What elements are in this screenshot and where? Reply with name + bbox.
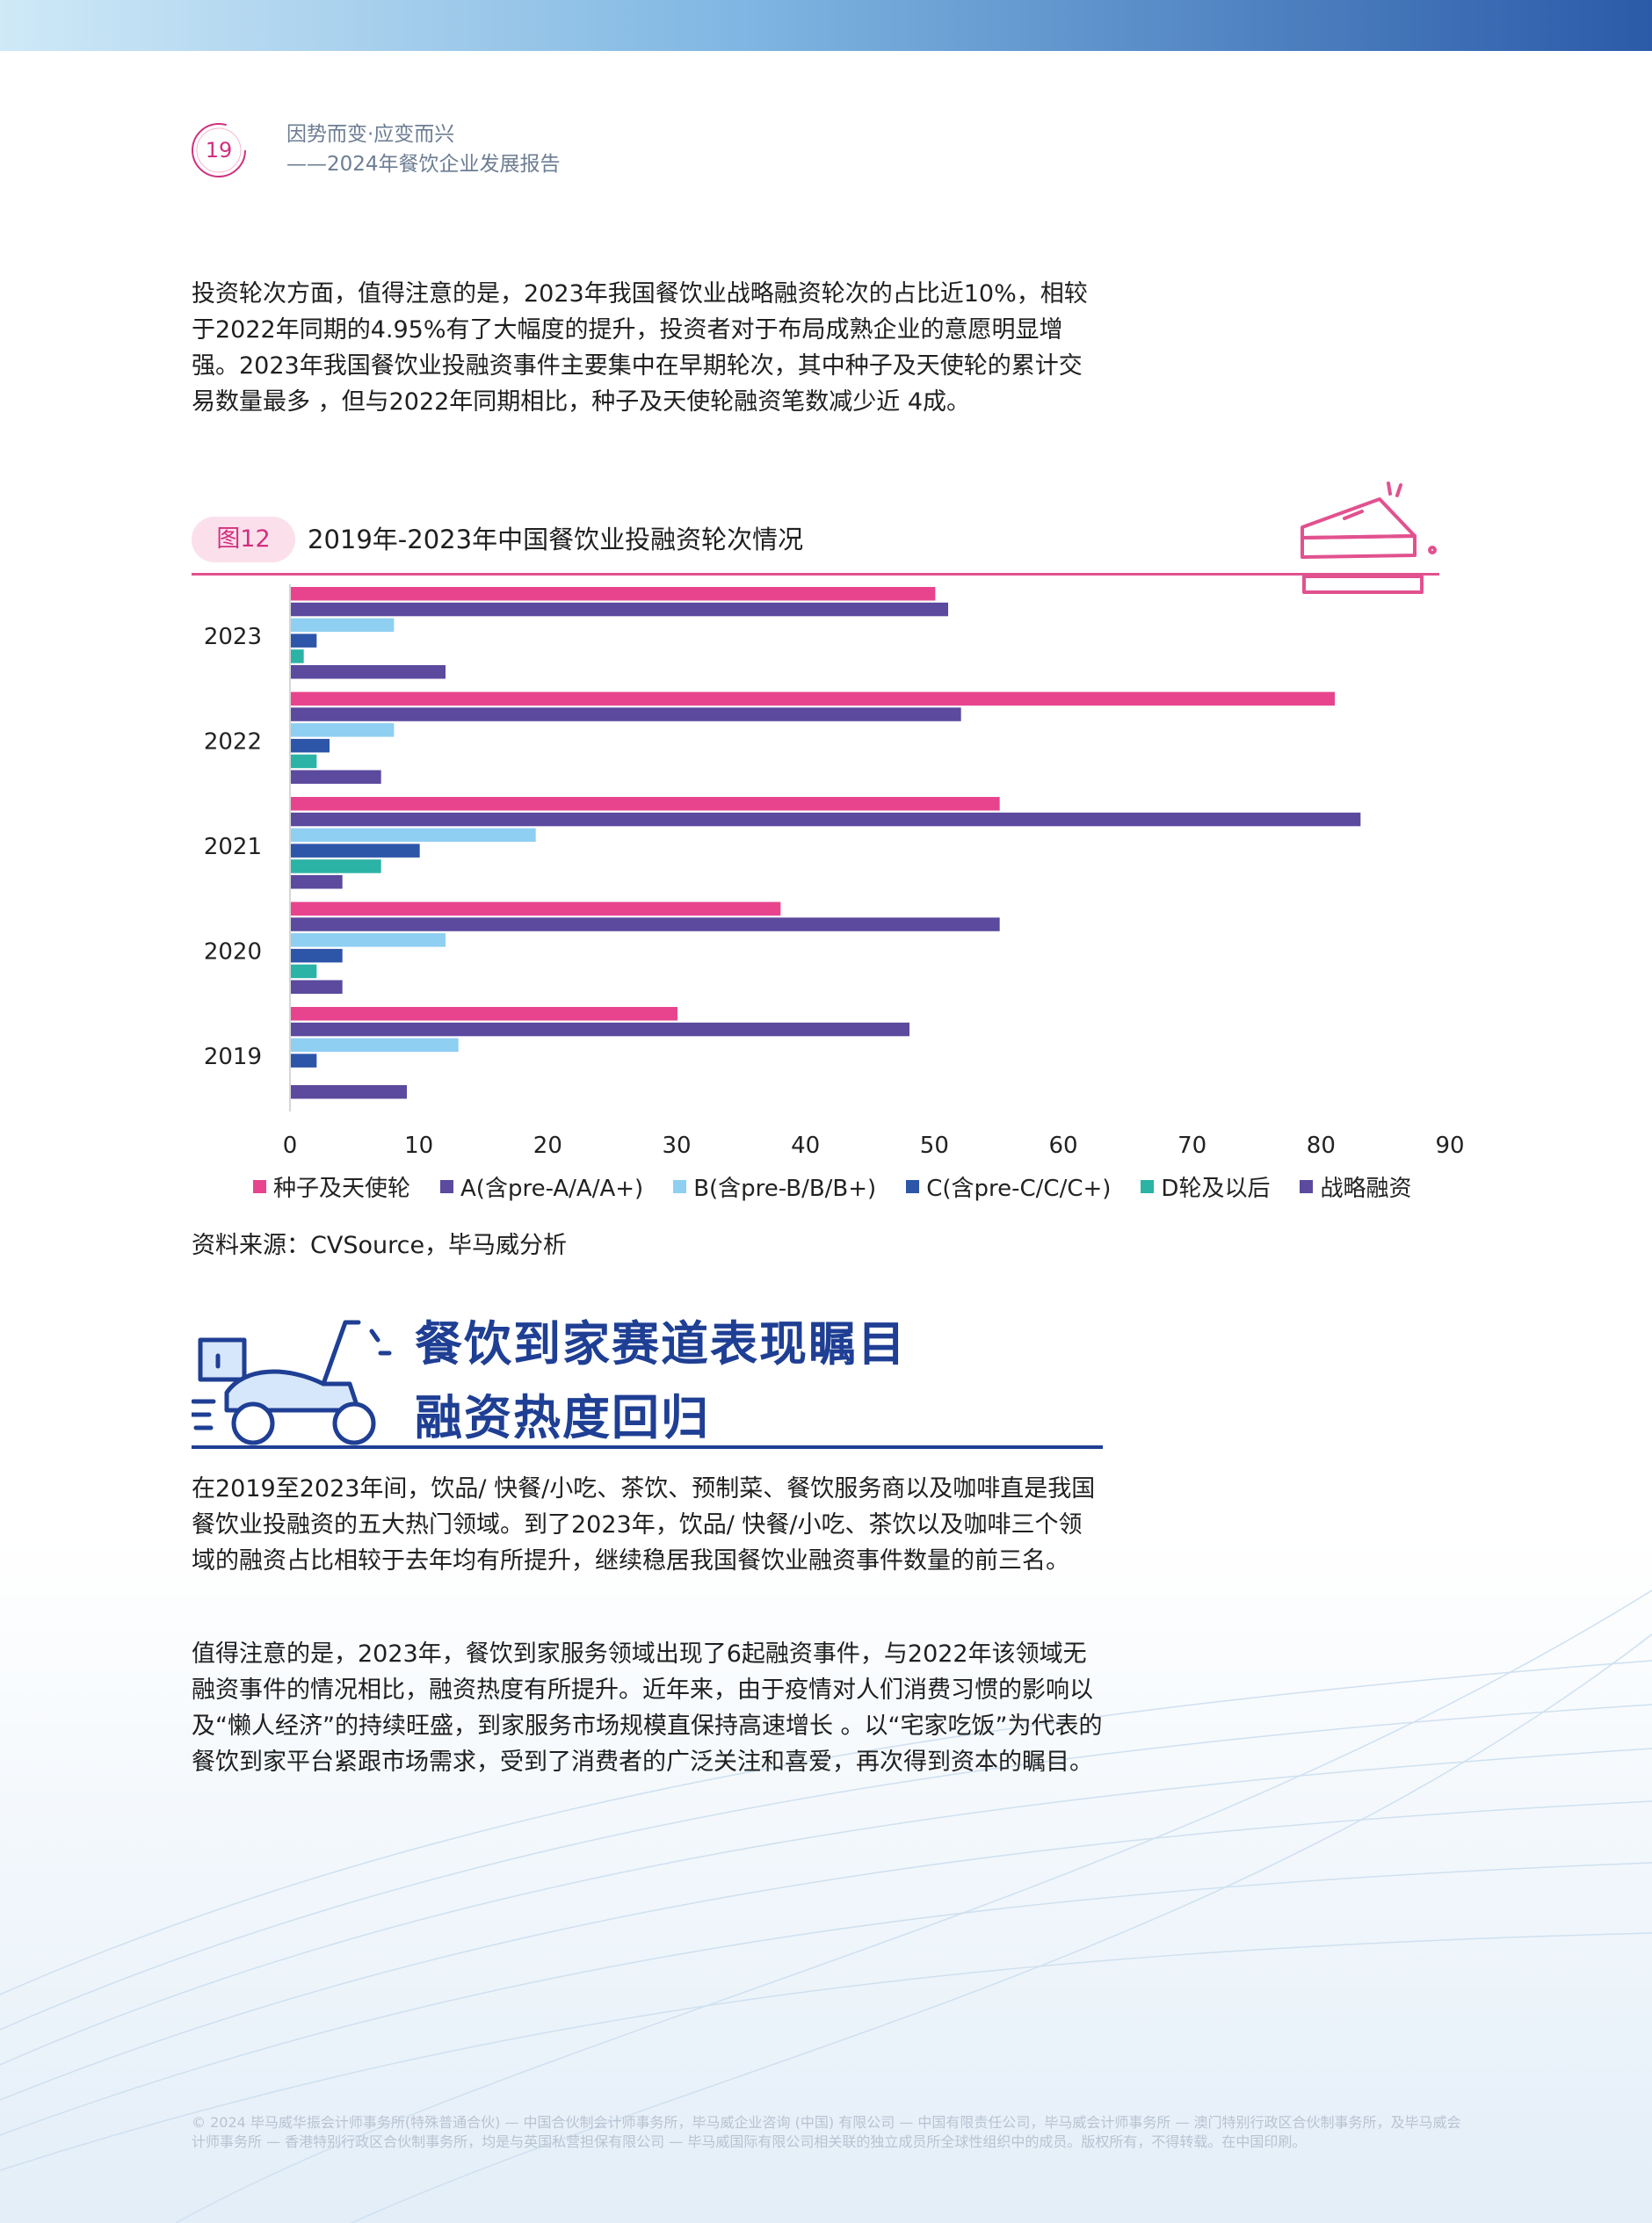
y-tick-label: 2023 [204,624,262,650]
background-wave-decoration [0,1538,1652,2223]
legend-item: A(含pre-A/A/A+) [440,1169,643,1204]
header-subtitle: ——2024年餐饮企业发展报告 [286,153,561,176]
bar [291,1022,909,1037]
chart-legend: 种子及天使轮 A(含pre-A/A/A+) B(含pre-B/B/B+) C(含pre… [253,1169,1411,1204]
legend-swatch [440,1179,454,1193]
legend-swatch [673,1179,687,1193]
bar [291,1038,459,1053]
x-tick-label: 30 [662,1133,691,1159]
bar [291,634,317,648]
legend-item: D轮及以后 [1141,1169,1270,1204]
legend-label: C(含pre-C/C/C+) [926,1175,1112,1202]
bar [291,587,936,601]
legend-swatch [1300,1179,1314,1193]
x-tick-label: 70 [1177,1133,1206,1159]
section-heading-rule [192,1445,1103,1449]
section-paragraph-1: 在2019至2023年间，饮品/ 快餐/小吃、茶饮、预制菜、餐饮服务商以及咖啡直… [192,1475,1096,1575]
x-tick-label: 60 [1048,1133,1077,1159]
y-tick-label: 2021 [204,834,262,860]
legend-label: A(含pre-A/A/A+) [460,1175,644,1202]
bar [291,797,1000,811]
copyright-footer: © 2024 毕马威华振会计师事务所(特殊普通合伙) — 中国合伙制会计师事务所… [192,2114,1461,2150]
section-heading-line1: 餐饮到家赛道表现瞩目 [415,1316,907,1372]
legend-item: 战略融资 [1300,1169,1411,1204]
bar [291,964,317,979]
x-tick-label: 80 [1307,1133,1336,1159]
section-paragraph-2: 值得注意的是，2023年，餐饮到家服务领域出现了6起融资事件，与2022年该领域… [192,1640,1103,1776]
legend-label: D轮及以后 [1161,1175,1271,1202]
legend-label: 战略融资 [1320,1175,1412,1202]
page-number: 19 [205,138,233,163]
bar [291,618,395,633]
x-tick-label: 90 [1435,1133,1464,1159]
legend-item: C(含pre-C/C/C+) [906,1169,1111,1204]
funding-rounds-bar-chart: 2023 2022 2021 2020 2019 0 10 20 30 40 50 60 70 80 90 [204,584,1465,1159]
legend-label: 种子及天使轮 [273,1175,411,1202]
bar [291,980,343,994]
cake-slice-icon [1301,482,1437,594]
bar [291,1085,407,1099]
y-tick-label: 2020 [204,939,262,966]
y-tick-label: 2022 [204,729,262,756]
header-title: 因势而变·应变而兴 [286,123,455,146]
page-number-badge: 19 [188,119,250,181]
bar [291,812,1361,827]
legend-label: B(含pre-B/B/B+) [693,1175,877,1202]
legend-item: B(含pre-B/B/B+) [673,1169,876,1204]
bar [291,1054,317,1068]
running-header: 因势而变·应变而兴 ——2024年餐饮企业发展报告 [286,119,561,179]
x-tick-label: 40 [791,1133,820,1159]
figure-title: 2019年-2023年中国餐饮业投融资轮次情况 [308,525,804,554]
bar [291,1007,677,1021]
bar [291,902,781,916]
bar [291,933,446,947]
bar [291,948,343,963]
bar [291,723,395,737]
bar [291,917,1000,931]
delivery-scooter-icon [192,1320,392,1445]
data-source-note: 资料来源：CVSource，毕马威分析 [192,1232,568,1259]
bar [291,875,343,889]
x-tick-label: 20 [533,1133,562,1159]
bar [291,738,330,753]
intro-paragraph: 投资轮次方面，值得注意的是，2023年我国餐饮业战略融资轮次的占比近10%，相较… [192,280,1088,416]
figure-title-rule [192,573,1439,576]
x-tick-label: 50 [920,1133,949,1159]
bar [291,754,317,769]
x-tick-label: 0 [283,1133,298,1159]
top-banner [0,0,1652,51]
section-heading-line2: 融资热度回归 [415,1390,710,1445]
bar [291,859,381,873]
section-heading: 餐饮到家赛道表现瞩目 融资热度回归 [415,1307,907,1455]
legend-swatch [906,1179,920,1193]
bar [291,602,948,617]
figure-label: 图12 [192,517,295,562]
legend-item: 种子及天使轮 [253,1169,410,1204]
bar [291,649,304,663]
legend-swatch [1141,1179,1155,1193]
bar [291,665,446,679]
bar [291,844,420,858]
y-tick-label: 2019 [204,1044,262,1070]
bar [291,770,381,784]
legend-swatch [253,1179,266,1193]
bar [291,692,1335,706]
wreath-icon [192,123,246,177]
bar [291,707,961,721]
bar [291,828,536,843]
x-tick-label: 10 [404,1133,433,1159]
